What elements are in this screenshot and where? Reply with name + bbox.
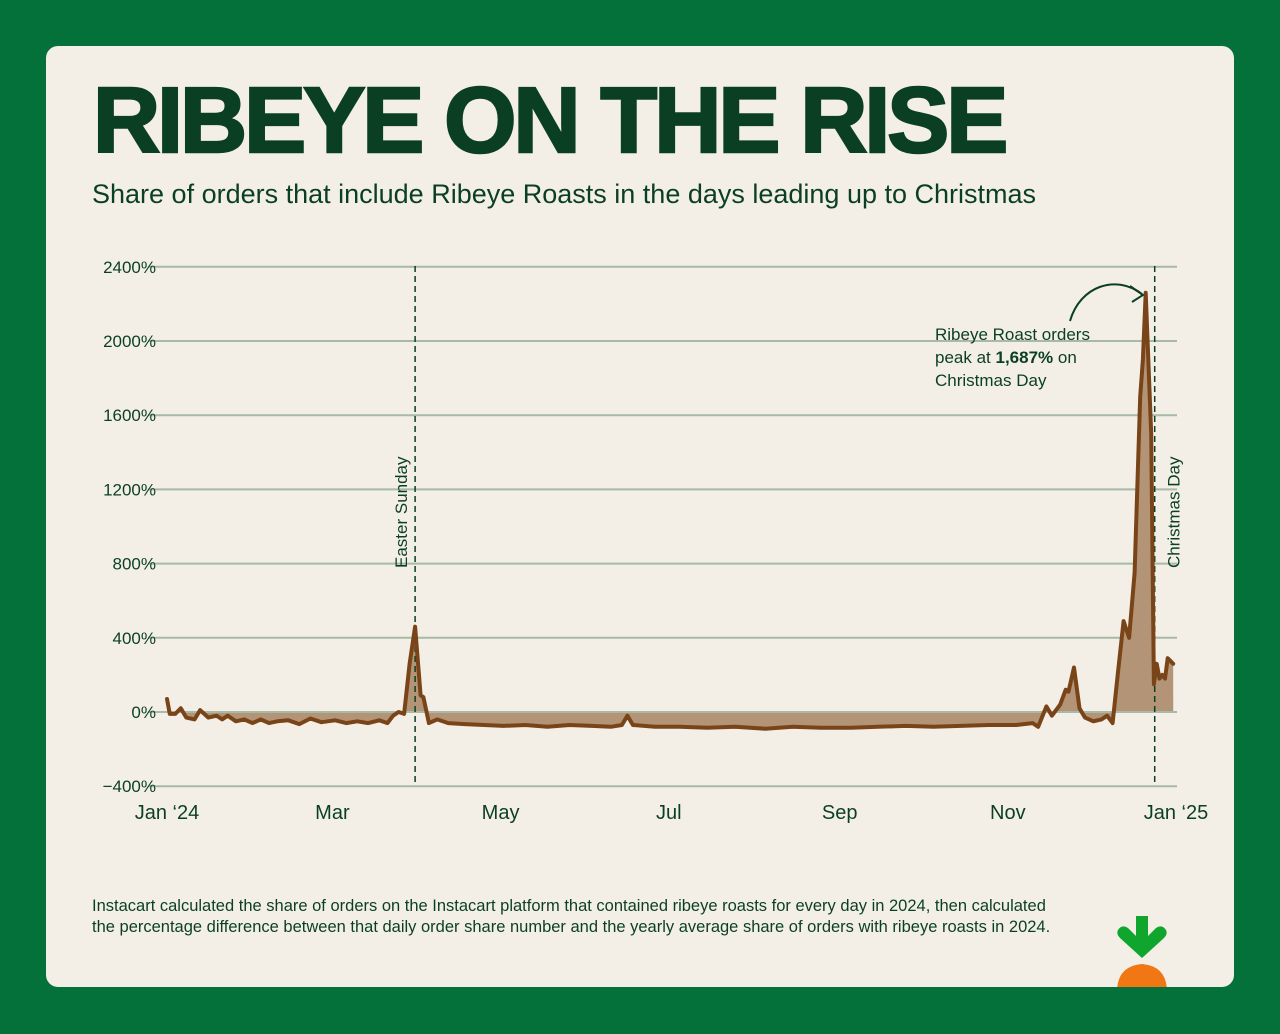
y-tick-label: 1200%	[103, 480, 156, 499]
svg-text:peak at 1,687% on: peak at 1,687% on	[935, 348, 1077, 367]
annotation-peak-value: 1,687%	[996, 348, 1054, 367]
y-tick-label: 2400%	[103, 258, 156, 277]
annotation-arrow-icon	[1069, 283, 1143, 322]
y-tick-label: 0%	[131, 703, 156, 722]
svg-text:Christmas Day: Christmas Day	[935, 371, 1047, 390]
event-label: Easter Sunday	[392, 456, 411, 568]
area-fill-shape	[167, 292, 1174, 729]
y-tick-label: 800%	[113, 555, 156, 574]
y-axis: 2400% 2000% 1600% 1200% 800% 400% 0% −400%	[103, 258, 156, 796]
ribeye-chart: Easter Sunday Christmas Day 2400% 2000% 160…	[103, 258, 1209, 824]
arrowhead-icon	[1129, 285, 1145, 303]
x-tick-label: Jan ‘25	[1144, 802, 1209, 824]
annotation-line-2-end: on	[1053, 348, 1077, 367]
series-line	[165, 290, 1176, 731]
y-tick-label: 2000%	[103, 332, 156, 351]
peak-annotation: Ribeye Roast orders peak at 1,687% on Ch…	[935, 283, 1145, 390]
annotation-line-2: peak at	[935, 348, 996, 367]
x-axis: Jan ‘24 Mar May Jul Sep Nov Jan ‘25	[135, 802, 1209, 824]
footnote: Instacart calculated the share of orders…	[92, 897, 1051, 936]
y-tick-label: −400%	[103, 777, 156, 796]
instacart-carrot-logo-icon	[1117, 916, 1167, 987]
area-fill	[148, 292, 1177, 729]
annotation-line-1: Ribeye Roast orders	[935, 325, 1090, 344]
page-title: RIBEYE ON THE RISE	[92, 68, 1010, 172]
event-label: Christmas Day	[1165, 456, 1184, 568]
x-tick-label: Sep	[822, 802, 858, 824]
event-markers: Easter Sunday Christmas Day	[392, 266, 1184, 786]
annotation-line-3: Christmas Day	[935, 371, 1047, 390]
x-tick-label: Jul	[656, 802, 682, 824]
y-tick-label: 400%	[113, 629, 156, 648]
x-tick-label: Mar	[315, 802, 350, 824]
grid-lines	[148, 265, 1177, 788]
svg-text:Ribeye Roast orders: Ribeye Roast orders	[935, 325, 1090, 344]
x-tick-label: Jan ‘24	[135, 802, 200, 824]
chart-subtitle: Share of orders that include Ribeye Roas…	[92, 179, 1037, 209]
x-tick-label: May	[482, 802, 520, 824]
y-tick-label: 1600%	[103, 406, 156, 425]
infographic-card: RIBEYE ON THE RISE Share of orders that …	[46, 46, 1234, 987]
x-tick-label: Nov	[990, 802, 1026, 824]
